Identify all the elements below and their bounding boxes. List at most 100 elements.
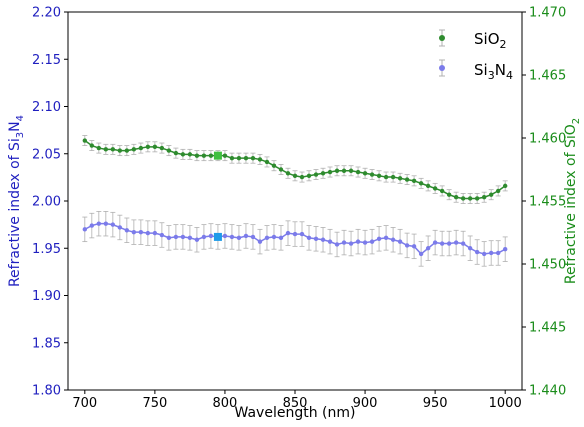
si3n4-point (285, 230, 291, 236)
y-right-tick-label: 1.440 (529, 384, 566, 399)
y-right-tick-label: 1.450 (529, 258, 566, 273)
sio2-point (460, 196, 466, 201)
si3n4-point (369, 239, 375, 244)
si3n4-point (390, 237, 396, 242)
sio2-point (96, 145, 102, 151)
sio2-point (320, 171, 326, 176)
x-tick-label: 700 (72, 396, 97, 411)
y-right-tick-label: 1.445 (529, 321, 566, 336)
y-left-tick-label: 2.15 (32, 53, 61, 68)
si3n4-point (222, 233, 228, 239)
si3n4-point (432, 240, 438, 245)
si3n4-point (257, 239, 263, 244)
si3n4-point (313, 236, 319, 241)
si3n4-point (467, 246, 473, 251)
si3n4-point (138, 229, 144, 235)
legend: SiO2 Si3N4 (439, 29, 513, 82)
legend-sio2-marker (439, 35, 445, 41)
left-axis-title-main: Refractive index of Si (7, 138, 23, 287)
si3n4-point (194, 237, 200, 242)
markers-group (82, 138, 508, 257)
sio2-point (159, 145, 165, 151)
si3n4-point (208, 233, 214, 239)
sio2-point (327, 169, 333, 175)
sio2-point (173, 150, 179, 156)
si3n4-point (278, 235, 284, 241)
legend-sio2-label-sub: 2 (500, 38, 507, 51)
y-left-tick-label: 2.00 (32, 195, 61, 210)
si3n4-point (82, 227, 88, 232)
si3n4-point (236, 235, 242, 241)
si3n4-point (292, 231, 298, 237)
sio2-point (271, 163, 277, 168)
si3n4-point (124, 228, 130, 233)
y-right-tick-label: 1.465 (529, 69, 566, 84)
y-left-tick-label: 1.80 (32, 384, 61, 399)
sio2-point (138, 145, 144, 151)
si3n4-point (495, 250, 501, 256)
si3n4-point (145, 230, 151, 236)
si3n4-point (264, 235, 270, 241)
si3n4-highlight-point (213, 232, 222, 241)
sio2-point (425, 183, 431, 189)
si3n4-point (341, 240, 347, 245)
legend-si3n4-label-sub1: 3 (488, 69, 495, 82)
sio2-point (383, 174, 389, 180)
si3n4-point (481, 251, 487, 257)
left-axis-title-sub1: 3 (15, 132, 26, 138)
legend-sio2-label: SiO2 (474, 30, 507, 51)
right-axis-title: Refractive index of SiO2 (563, 118, 582, 284)
y-left-tick-label: 1.95 (32, 242, 61, 257)
sio2-point (495, 188, 501, 194)
sio2-point (145, 144, 151, 150)
si3n4-point (96, 221, 102, 226)
legend-si3n4-label-sub2: 4 (506, 69, 513, 82)
legend-entry-si3n4: Si3N4 (439, 59, 513, 82)
si3n4-point (173, 234, 179, 240)
si3n4-point (117, 225, 123, 230)
ticks-group: 700 750 800 850 900 950 1000 1.80 1.85 1.90 1.95 2.… (32, 6, 566, 412)
sio2-point (166, 148, 172, 153)
sio2-highlight-point (213, 151, 222, 160)
si3n4-point (159, 232, 165, 238)
right-axis-title-main: Refractive index of SiO (563, 124, 579, 284)
sio2-point (481, 195, 487, 200)
sio2-point (208, 153, 214, 158)
left-axis-title-sub2: 4 (15, 115, 26, 121)
si3n4-point (180, 234, 186, 240)
legend-si3n4-label-si: Si (474, 61, 488, 79)
si3n4-point (439, 241, 445, 246)
si3n4-point (103, 221, 109, 226)
sio2-point (257, 157, 263, 162)
si3n4-point (502, 246, 508, 252)
y-left-tick-label: 1.85 (32, 336, 61, 351)
si3n4-point (418, 251, 424, 257)
sio2-point (89, 143, 95, 148)
sio2-point (103, 147, 109, 152)
si3n4-point (306, 235, 312, 241)
sio2-point (432, 186, 438, 191)
si3n4-point (411, 244, 417, 249)
sio2-point (278, 167, 284, 172)
sio2-point (348, 168, 354, 173)
si3n4-point (152, 230, 158, 236)
sio2-point (285, 171, 291, 176)
right-axis-title-sub: 2 (571, 118, 582, 124)
sio2-point (250, 155, 256, 161)
sio2-point (236, 155, 242, 161)
y-left-tick-label: 2.10 (32, 100, 61, 115)
si3n4-point (362, 240, 368, 245)
sio2-point (376, 173, 382, 178)
si3n4-point (250, 234, 256, 240)
si3n4-point (131, 229, 137, 235)
sio2-point (299, 174, 305, 180)
sio2-point (313, 172, 319, 177)
sio2-point (355, 169, 361, 175)
si3n4-point (474, 249, 480, 255)
x-tick-label: 750 (142, 396, 167, 411)
sio2-point (264, 159, 270, 165)
x-tick-label: 950 (423, 396, 448, 411)
sio2-point (418, 181, 424, 186)
